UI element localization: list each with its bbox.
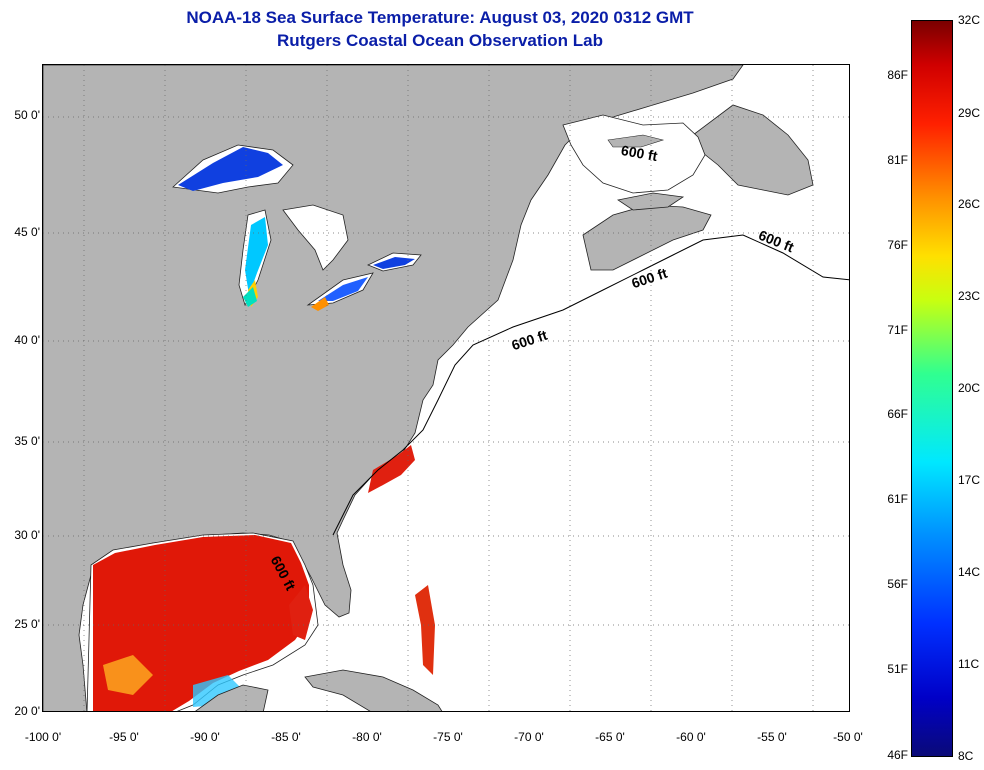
bahamas-sst [415,585,435,675]
lon-label: -50 0' [833,730,863,744]
lat-label: 45 0' [14,225,40,239]
colorbar-celsius-label: 11C [958,657,980,671]
lake-stclair-sst [243,287,257,307]
colorbar-fahrenheit-label: 51F [887,662,908,676]
lon-label: -70 0' [514,730,544,744]
lon-label: -60 0' [676,730,706,744]
colorbar-celsius-label: 14C [958,565,981,579]
lat-label: 35 0' [14,434,40,448]
colorbar-fahrenheit-label: 66F [887,407,908,421]
lat-label: 30 0' [14,528,40,542]
lat-label: 20 0' [14,704,40,718]
lon-label: -55 0' [757,730,787,744]
pei-land [616,192,685,211]
lake-michigan-sst [245,217,268,295]
colorbar-celsius-label: 8C [958,749,974,763]
colorbar-fahrenheit-label: 86F [887,68,908,82]
se-coast-sst [368,445,415,493]
lat-label: 50 0' [14,108,40,122]
lon-label: -100 0' [24,730,62,744]
lake-superior-sst [178,147,283,191]
lon-label: -90 0' [190,730,220,744]
colorbar-fahrenheit-label: 81F [887,153,908,167]
gulf-st-lawrence [562,114,706,194]
lon-label: -65 0' [595,730,625,744]
gulf-cool-patch-2 [193,675,243,707]
map-title: NOAA-18 Sea Surface Temperature: August … [186,8,694,27]
temperature-colorbar [911,20,953,757]
maritimes-land [582,204,712,271]
colorbar-fahrenheit-label: 76F [887,238,908,252]
colorbar-fahrenheit-label: 71F [887,323,908,337]
colorbar-celsius-label: 32C [958,13,981,27]
yucatan-land [195,684,269,711]
florida-straits-sst [289,585,313,640]
sst-map: 600 ft 600 ft 600 ft 600 ft 600 ft [42,64,850,712]
lon-label: -75 0' [433,730,463,744]
lake-ontario-sst [373,257,415,269]
lon-label: -80 0' [352,730,382,744]
gulf-cool-patch [103,655,153,695]
map-subtitle: Rutgers Coastal Ocean Observation Lab [277,31,603,50]
colorbar-celsius-label: 26C [958,197,981,211]
gulf-sst [93,535,309,711]
cuba-land [304,669,443,711]
colorbar-celsius-label: 29C [958,106,981,120]
newfoundland-land [692,104,814,196]
map-canvas [43,65,849,711]
lake-huron [282,204,349,271]
colorbar-celsius-label: 20C [958,381,981,395]
colorbar-celsius-label: 23C [958,289,981,303]
lake-erie-sst [318,277,368,301]
anticosti-land [607,134,665,148]
lat-label: 25 0' [14,617,40,631]
colorbar-fahrenheit-label: 46F [887,748,908,762]
lon-label: -95 0' [109,730,139,744]
colorbar-fahrenheit-label: 61F [887,492,908,506]
lat-lon-grid [43,65,849,711]
isobath-600ft [332,234,849,536]
lon-label: -85 0' [271,730,301,744]
colorbar-fahrenheit-label: 56F [887,577,908,591]
colorbar-celsius-label: 17C [958,473,981,487]
lake-erie-warm [311,297,329,311]
lat-label: 40 0' [14,333,40,347]
